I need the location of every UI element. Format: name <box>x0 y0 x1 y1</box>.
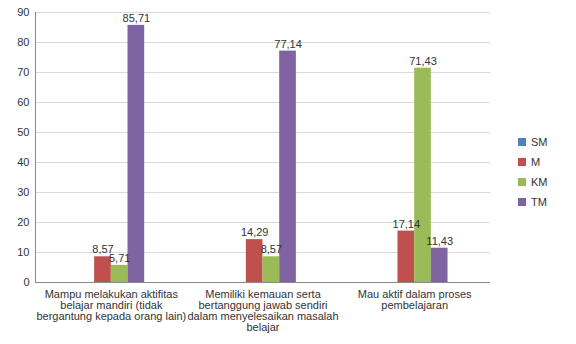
svg-text:85,71: 85,71 <box>123 12 151 24</box>
svg-text:11,43: 11,43 <box>426 235 453 247</box>
svg-text:8,57: 8,57 <box>261 243 282 255</box>
svg-text:0: 0 <box>23 276 29 288</box>
svg-text:Mau aktif dalam prosespembelaj: Mau aktif dalam prosespembelajaran <box>358 288 472 311</box>
html-text:SM: SM <box>531 136 548 148</box>
html-text:TM: TM <box>531 196 547 208</box>
svg-text:Memiliki kemauan sertabertangg: Memiliki kemauan sertabertanggung jawab … <box>187 288 338 333</box>
svg-text:60: 60 <box>17 96 29 108</box>
svg-text:90: 90 <box>17 6 29 18</box>
html-text:M: M <box>531 156 541 168</box>
svg-text:14,29: 14,29 <box>241 226 269 238</box>
svg-text:40: 40 <box>17 156 29 168</box>
svg-text:30: 30 <box>17 186 29 198</box>
svg-text:17,14: 17,14 <box>393 218 421 230</box>
svg-text:Mampu melakukan aktifitasbelaj: Mampu melakukan aktifitasbelajar mandiri… <box>36 288 186 322</box>
svg-text:71,43: 71,43 <box>409 55 437 67</box>
html-text:KM: KM <box>531 176 548 188</box>
svg-text:70: 70 <box>17 66 29 78</box>
svg-text:8,57: 8,57 <box>92 243 114 256</box>
svg-text:10: 10 <box>17 246 29 258</box>
svg-text:77,14: 77,14 <box>274 38 302 50</box>
svg-text:50: 50 <box>17 126 29 138</box>
svg-text:20: 20 <box>17 216 29 228</box>
svg-text:80: 80 <box>17 36 29 48</box>
svg-text:5,71: 5,71 <box>109 252 130 264</box>
